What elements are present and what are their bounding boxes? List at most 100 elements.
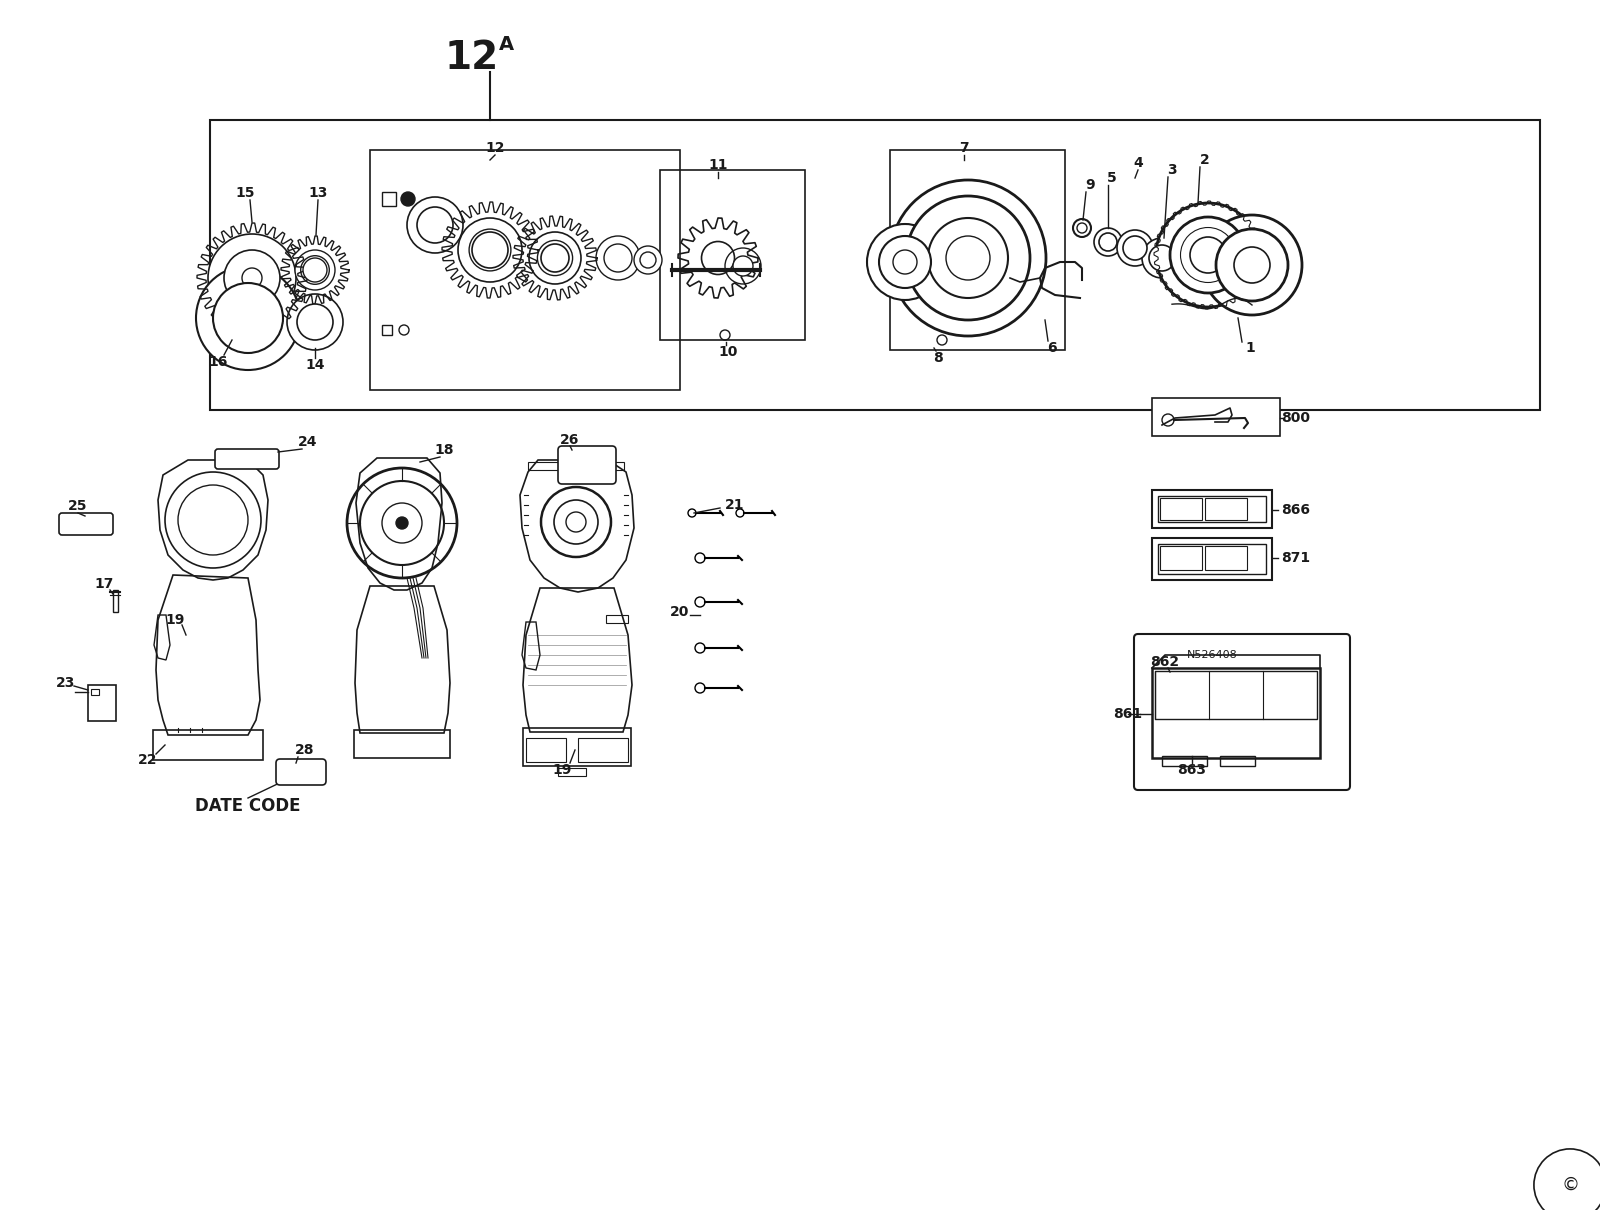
Circle shape: [541, 244, 570, 272]
Bar: [1205, 546, 1246, 570]
Circle shape: [298, 304, 333, 340]
Text: 1: 1: [1245, 341, 1254, 355]
Circle shape: [1094, 227, 1122, 257]
Circle shape: [1099, 234, 1117, 250]
Circle shape: [406, 197, 462, 253]
Text: 21: 21: [725, 499, 744, 512]
FancyBboxPatch shape: [277, 759, 326, 785]
Bar: [1160, 546, 1202, 570]
Circle shape: [208, 234, 296, 322]
Bar: [1152, 668, 1320, 757]
Circle shape: [397, 517, 408, 529]
Bar: [578, 738, 627, 762]
Bar: [114, 590, 118, 612]
Text: 6: 6: [1046, 341, 1058, 355]
Bar: [91, 688, 99, 695]
Text: N526408: N526408: [1187, 650, 1237, 659]
Circle shape: [1142, 238, 1182, 278]
Bar: [1205, 499, 1246, 520]
Circle shape: [906, 196, 1030, 319]
Text: 12: 12: [445, 39, 499, 77]
Text: 24: 24: [298, 436, 318, 449]
Text: 11: 11: [709, 159, 728, 172]
Text: A: A: [499, 35, 514, 53]
Circle shape: [472, 232, 509, 267]
Circle shape: [224, 250, 280, 306]
Circle shape: [640, 252, 656, 267]
Bar: [1158, 496, 1266, 522]
Circle shape: [286, 294, 342, 350]
Text: 9: 9: [1085, 178, 1094, 192]
Text: 14: 14: [306, 358, 325, 371]
Text: 7: 7: [958, 142, 970, 155]
Text: 20: 20: [670, 605, 690, 620]
Circle shape: [294, 250, 334, 290]
Bar: [1152, 398, 1280, 436]
Text: 2: 2: [1200, 152, 1210, 167]
Text: 862: 862: [1150, 655, 1179, 669]
Circle shape: [1170, 217, 1246, 293]
FancyBboxPatch shape: [1134, 634, 1350, 790]
Circle shape: [725, 248, 762, 284]
Circle shape: [946, 236, 990, 280]
Circle shape: [302, 258, 326, 282]
Text: ©: ©: [1562, 1176, 1579, 1194]
Text: 13: 13: [309, 186, 328, 200]
Circle shape: [1216, 229, 1288, 301]
Circle shape: [1234, 247, 1270, 283]
Bar: [382, 192, 397, 206]
Circle shape: [1149, 244, 1174, 271]
Circle shape: [418, 207, 453, 243]
Text: 3: 3: [1166, 163, 1178, 177]
Text: 17: 17: [94, 577, 114, 590]
Bar: [1158, 544, 1266, 574]
Circle shape: [867, 224, 942, 300]
Bar: [1221, 756, 1254, 766]
Text: 861: 861: [1114, 707, 1142, 721]
Bar: [1152, 490, 1272, 528]
Circle shape: [213, 283, 283, 353]
Bar: [154, 730, 262, 760]
Text: 22: 22: [138, 753, 158, 767]
Text: DATE CODE: DATE CODE: [195, 797, 301, 816]
Circle shape: [605, 244, 632, 272]
Bar: [528, 462, 624, 469]
Circle shape: [893, 250, 917, 273]
Circle shape: [912, 202, 1024, 315]
Bar: [523, 728, 630, 766]
Circle shape: [890, 180, 1046, 336]
Bar: [661, 169, 805, 340]
Bar: [558, 768, 586, 776]
Circle shape: [933, 223, 1003, 293]
Circle shape: [402, 192, 414, 206]
Text: 866: 866: [1282, 503, 1310, 517]
FancyBboxPatch shape: [558, 446, 616, 484]
Bar: [1155, 672, 1317, 719]
Text: 19: 19: [165, 613, 184, 627]
Text: 23: 23: [56, 676, 75, 690]
Circle shape: [634, 246, 662, 273]
Circle shape: [530, 232, 581, 284]
Bar: [370, 150, 680, 390]
Text: 19: 19: [552, 764, 571, 777]
Text: 4: 4: [1133, 156, 1142, 169]
Text: 8: 8: [933, 351, 942, 365]
Circle shape: [230, 257, 274, 300]
Circle shape: [595, 236, 640, 280]
Text: 871: 871: [1282, 551, 1310, 565]
Circle shape: [458, 218, 522, 282]
Bar: [1160, 499, 1202, 520]
Circle shape: [885, 242, 925, 282]
Bar: [526, 738, 566, 762]
Circle shape: [733, 257, 754, 276]
Circle shape: [878, 236, 931, 288]
Bar: [88, 685, 115, 721]
Bar: [354, 730, 450, 757]
Text: 18: 18: [434, 443, 454, 457]
Text: 863: 863: [1178, 764, 1206, 777]
Text: 25: 25: [69, 499, 88, 513]
Bar: [210, 120, 1539, 410]
Circle shape: [1123, 236, 1147, 260]
Circle shape: [1222, 235, 1282, 295]
FancyBboxPatch shape: [59, 513, 114, 535]
